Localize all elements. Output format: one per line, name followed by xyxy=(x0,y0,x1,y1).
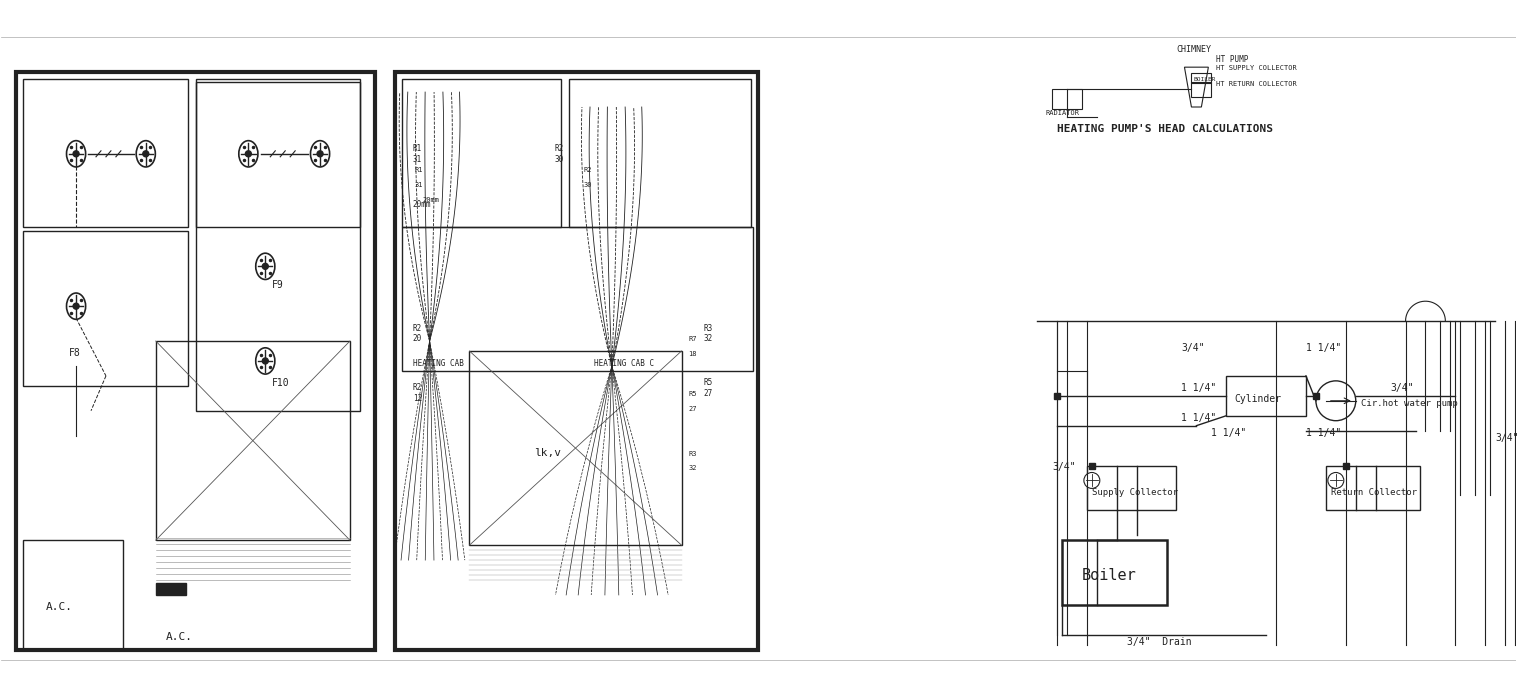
Ellipse shape xyxy=(239,141,259,167)
Bar xyxy=(402,226,753,371)
Text: HEATING CAB C: HEATING CAB C xyxy=(593,359,654,368)
Circle shape xyxy=(262,358,268,364)
Bar xyxy=(196,82,360,411)
Text: CHIMNEY: CHIMNEY xyxy=(1177,45,1212,54)
Text: 18: 18 xyxy=(689,351,697,357)
Text: 30: 30 xyxy=(584,182,593,188)
Text: 3/4": 3/4" xyxy=(1053,462,1075,473)
Text: R2
30: R2 30 xyxy=(554,144,563,164)
Circle shape xyxy=(316,151,322,157)
Circle shape xyxy=(262,263,268,269)
Text: 20mm: 20mm xyxy=(412,200,430,209)
Circle shape xyxy=(245,151,251,157)
Bar xyxy=(402,79,561,226)
Text: 1 1/4": 1 1/4" xyxy=(1211,427,1247,438)
Ellipse shape xyxy=(67,141,85,167)
Text: BOILER: BOILER xyxy=(1194,77,1215,82)
Bar xyxy=(17,72,374,650)
Text: 1 1/4": 1 1/4" xyxy=(1182,383,1217,393)
Circle shape xyxy=(73,151,79,157)
Circle shape xyxy=(143,151,149,157)
Circle shape xyxy=(1316,381,1355,420)
Circle shape xyxy=(1084,473,1100,489)
Bar xyxy=(196,79,360,226)
Bar xyxy=(1062,540,1167,605)
Bar xyxy=(1191,73,1211,83)
Ellipse shape xyxy=(310,141,330,167)
Bar xyxy=(155,341,350,540)
Text: R5
27: R5 27 xyxy=(704,379,713,398)
Text: Supply Collector: Supply Collector xyxy=(1092,489,1177,498)
Bar xyxy=(569,79,751,226)
Text: Boiler: Boiler xyxy=(1081,568,1136,583)
Ellipse shape xyxy=(67,293,85,319)
Text: 20mm: 20mm xyxy=(423,196,440,203)
Text: R5: R5 xyxy=(689,390,697,397)
Text: R2
20: R2 20 xyxy=(412,324,421,343)
Text: R7: R7 xyxy=(689,336,697,342)
Bar xyxy=(1326,466,1421,510)
Text: Cir.hot water pump: Cir.hot water pump xyxy=(1361,399,1457,408)
Bar xyxy=(23,540,123,650)
Text: 27: 27 xyxy=(689,406,697,412)
Text: 1 1/4": 1 1/4" xyxy=(1182,413,1217,422)
Text: HEATING CAB: HEATING CAB xyxy=(412,359,464,368)
Bar xyxy=(155,583,186,595)
Text: HT RETURN COLLECTOR: HT RETURN COLLECTOR xyxy=(1217,81,1297,87)
Text: 3/4": 3/4" xyxy=(1390,383,1415,393)
Ellipse shape xyxy=(256,348,275,374)
Bar xyxy=(395,72,759,650)
Text: F9: F9 xyxy=(272,280,284,290)
Text: 32: 32 xyxy=(689,466,697,471)
Text: HT SUPPLY COLLECTOR: HT SUPPLY COLLECTOR xyxy=(1217,65,1297,71)
Bar xyxy=(470,351,681,545)
Ellipse shape xyxy=(256,253,275,280)
Text: F8: F8 xyxy=(68,348,81,358)
Text: R1: R1 xyxy=(415,167,423,173)
Bar xyxy=(23,79,187,226)
Bar xyxy=(1226,376,1307,416)
Circle shape xyxy=(1328,473,1343,489)
Ellipse shape xyxy=(137,141,155,167)
Bar xyxy=(1088,466,1177,510)
Text: R1
31: R1 31 xyxy=(412,144,421,164)
Text: HEATING PUMP'S HEAD CALCULATIONS: HEATING PUMP'S HEAD CALCULATIONS xyxy=(1057,124,1273,134)
Bar xyxy=(1191,82,1211,97)
Text: Cylinder: Cylinder xyxy=(1234,394,1281,404)
Text: F10: F10 xyxy=(272,378,291,388)
Text: R3: R3 xyxy=(689,450,697,457)
Text: Return Collector: Return Collector xyxy=(1331,489,1418,498)
Text: RADIATOR: RADIATOR xyxy=(1045,110,1078,116)
Text: R2: R2 xyxy=(584,167,593,173)
Bar xyxy=(1053,89,1081,109)
Text: R2
12: R2 12 xyxy=(412,383,421,403)
Text: 31: 31 xyxy=(415,182,423,188)
Text: 1 1/4": 1 1/4" xyxy=(1307,343,1342,353)
Circle shape xyxy=(73,303,79,309)
Text: A.C.: A.C. xyxy=(166,632,193,642)
Text: lk,v: lk,v xyxy=(534,448,561,457)
Text: R3
32: R3 32 xyxy=(704,324,713,343)
Text: 3/4": 3/4" xyxy=(1495,433,1518,443)
Bar xyxy=(23,232,187,386)
Text: 3/4": 3/4" xyxy=(1182,343,1205,353)
Text: A.C.: A.C. xyxy=(46,602,73,612)
Text: 3/4"  Drain: 3/4" Drain xyxy=(1127,637,1191,647)
Text: HT PUMP: HT PUMP xyxy=(1217,55,1249,64)
Text: 1 1/4": 1 1/4" xyxy=(1307,427,1342,438)
